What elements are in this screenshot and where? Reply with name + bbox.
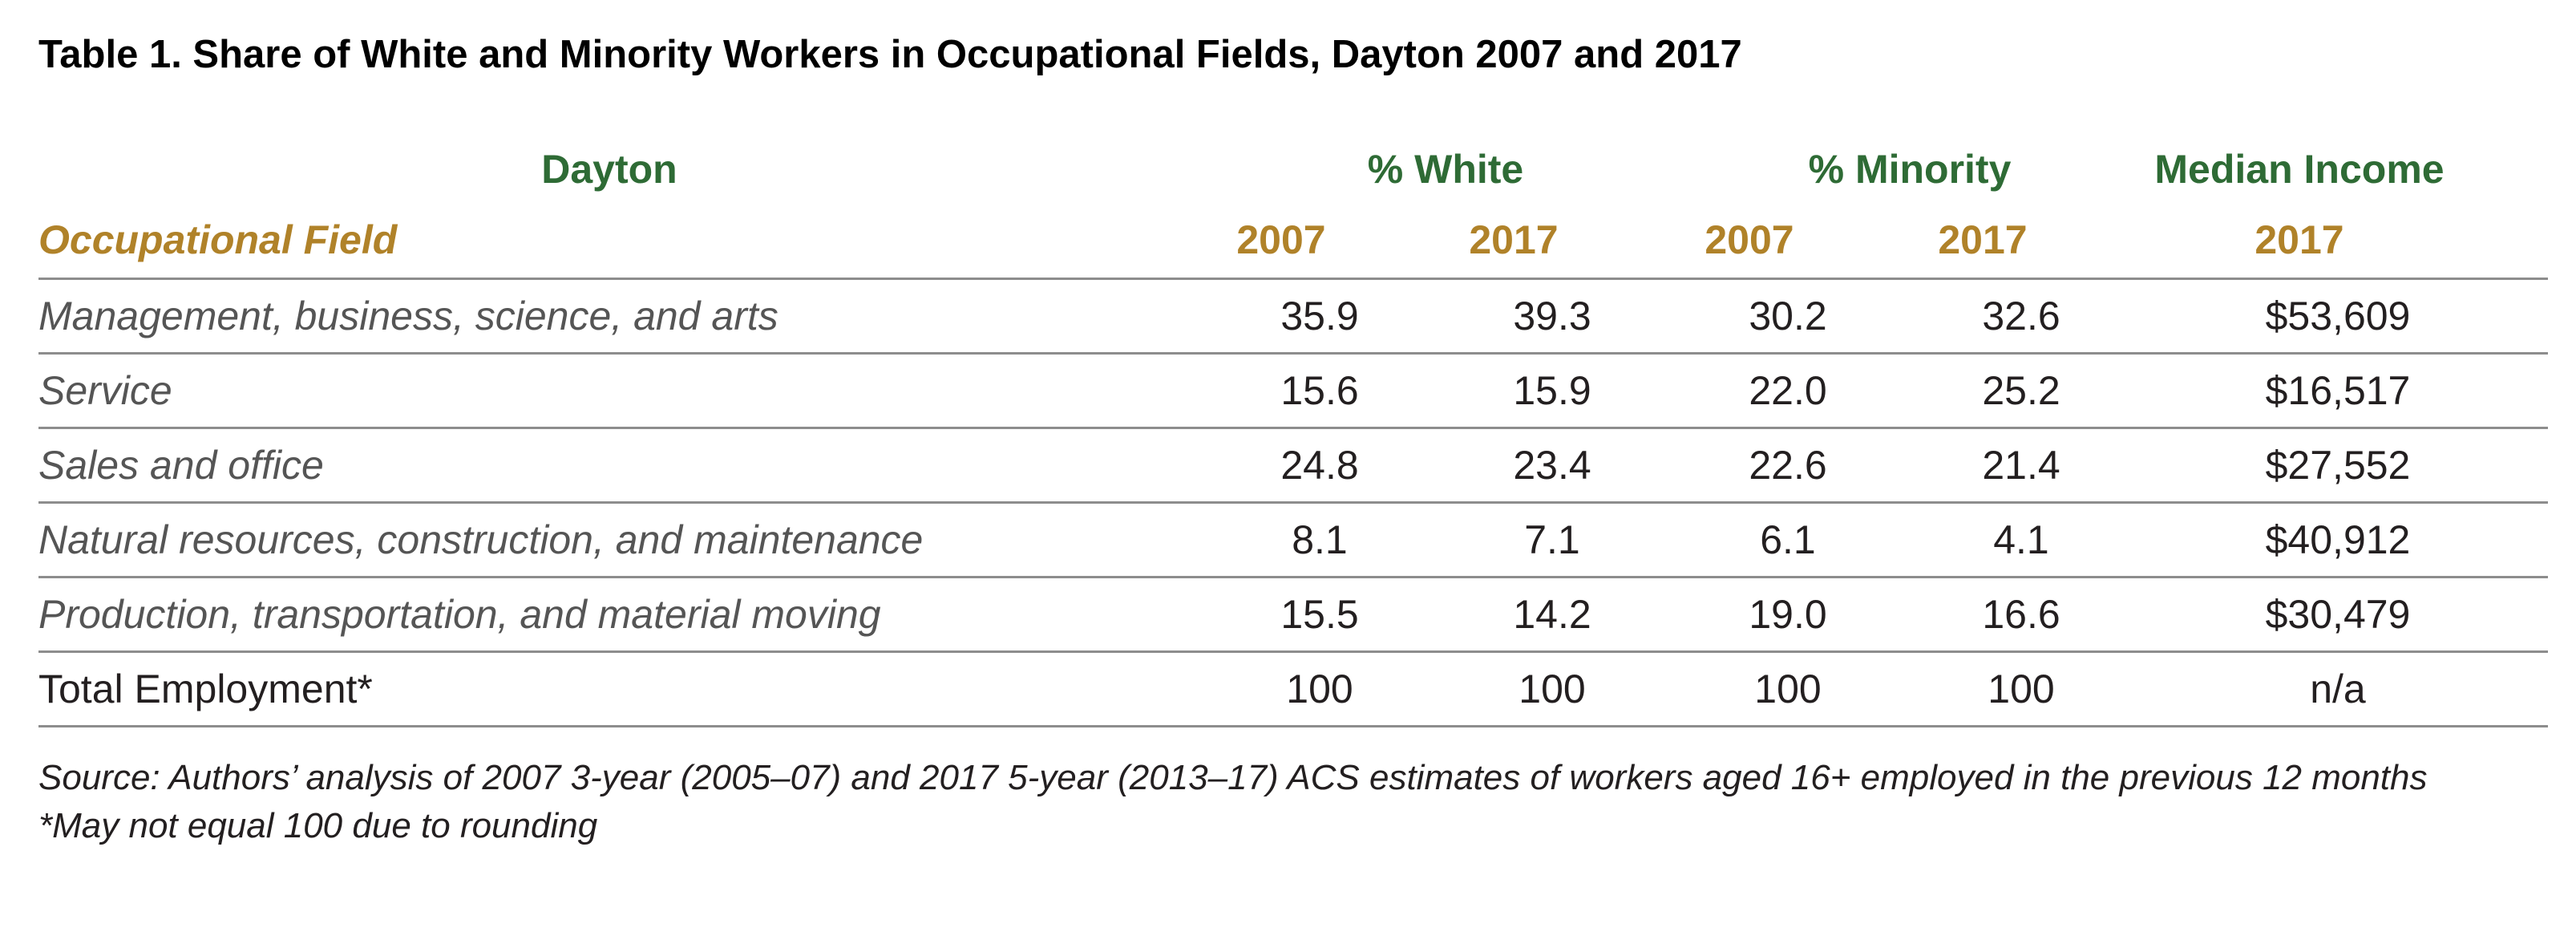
- cell-white-2007: 15.6: [1280, 368, 1359, 413]
- cell-white-2017: 23.4: [1513, 443, 1591, 488]
- cell-white-2017: 7.1: [1524, 517, 1580, 562]
- cell-median-income: $27,552: [2265, 443, 2411, 488]
- year-header-minority-2007: 2007: [1705, 217, 1794, 262]
- cell-minority-2017: 4.1: [1993, 517, 2049, 562]
- table-title: Table 1. Share of White and Minority Wor…: [38, 33, 1742, 76]
- cell-white-2017: 14.2: [1513, 592, 1591, 637]
- region-header: Dayton: [541, 147, 677, 192]
- cell-white-2007: 24.8: [1280, 443, 1359, 488]
- row-label: Management, business, science, and arts: [38, 294, 778, 338]
- table-row: Service 15.6 15.9 22.0 25.2 $16,517: [38, 355, 2548, 429]
- year-header-minority-2017: 2017: [1938, 217, 2028, 262]
- row-label: Sales and office: [38, 443, 324, 488]
- table-row: Production, transportation, and material…: [38, 578, 2548, 653]
- row-label: Service: [38, 368, 172, 413]
- cell-median-income: $53,609: [2265, 294, 2411, 338]
- table-row: Sales and office 24.8 23.4 22.6 21.4 $27…: [38, 429, 2548, 504]
- year-header-income-2017: 2017: [2255, 217, 2344, 262]
- year-header-white-2017: 2017: [1469, 217, 1559, 262]
- cell-minority-2017: 100: [1988, 667, 2055, 711]
- occupational-field-header: Occupational Field: [38, 217, 398, 262]
- cell-white-2007: 8.1: [1292, 517, 1348, 562]
- cell-minority-2007: 6.1: [1760, 517, 1816, 562]
- header-rule: [38, 278, 2548, 280]
- table-row: Management, business, science, and arts …: [38, 280, 2548, 355]
- rounding-footnote: *May not equal 100 due to rounding: [38, 806, 598, 845]
- cell-minority-2017: 16.6: [1982, 592, 2060, 637]
- row-label: Natural resources, construction, and mai…: [38, 517, 924, 562]
- cell-minority-2017: 25.2: [1982, 368, 2060, 413]
- income-group-header: Median Income: [2154, 147, 2445, 192]
- cell-white-2007: 15.5: [1280, 592, 1359, 637]
- table-row: Natural resources, construction, and mai…: [38, 504, 2548, 578]
- cell-minority-2007: 22.6: [1749, 443, 1827, 488]
- white-group-header: % White: [1367, 147, 1524, 192]
- cell-median-income: $16,517: [2265, 368, 2411, 413]
- cell-median-income: n/a: [2310, 667, 2366, 711]
- source-note: Source: Authors’ analysis of 2007 3-year…: [38, 758, 2428, 797]
- row-label: Production, transportation, and material…: [38, 592, 881, 637]
- cell-minority-2017: 32.6: [1982, 294, 2060, 338]
- cell-minority-2007: 22.0: [1749, 368, 1827, 413]
- cell-white-2017: 39.3: [1513, 294, 1591, 338]
- cell-minority-2007: 19.0: [1749, 592, 1827, 637]
- cell-minority-2007: 30.2: [1749, 294, 1827, 338]
- cell-white-2007: 100: [1286, 667, 1353, 711]
- total-row: Total Employment* 100 100 100 100 n/a: [38, 653, 2548, 727]
- cell-median-income: $40,912: [2265, 517, 2411, 562]
- data-table: Management, business, science, and arts …: [38, 278, 2548, 727]
- cell-white-2017: 15.9: [1513, 368, 1591, 413]
- cell-minority-2007: 100: [1754, 667, 1822, 711]
- cell-median-income: $30,479: [2265, 592, 2411, 637]
- table-notes: Source: Authors’ analysis of 2007 3-year…: [38, 754, 2428, 850]
- cell-white-2007: 35.9: [1280, 294, 1359, 338]
- year-header-white-2007: 2007: [1236, 217, 1326, 262]
- cell-minority-2017: 21.4: [1982, 443, 2060, 488]
- cell-white-2017: 100: [1519, 667, 1586, 711]
- minority-group-header: % Minority: [1808, 147, 2012, 192]
- row-label: Total Employment*: [38, 667, 373, 711]
